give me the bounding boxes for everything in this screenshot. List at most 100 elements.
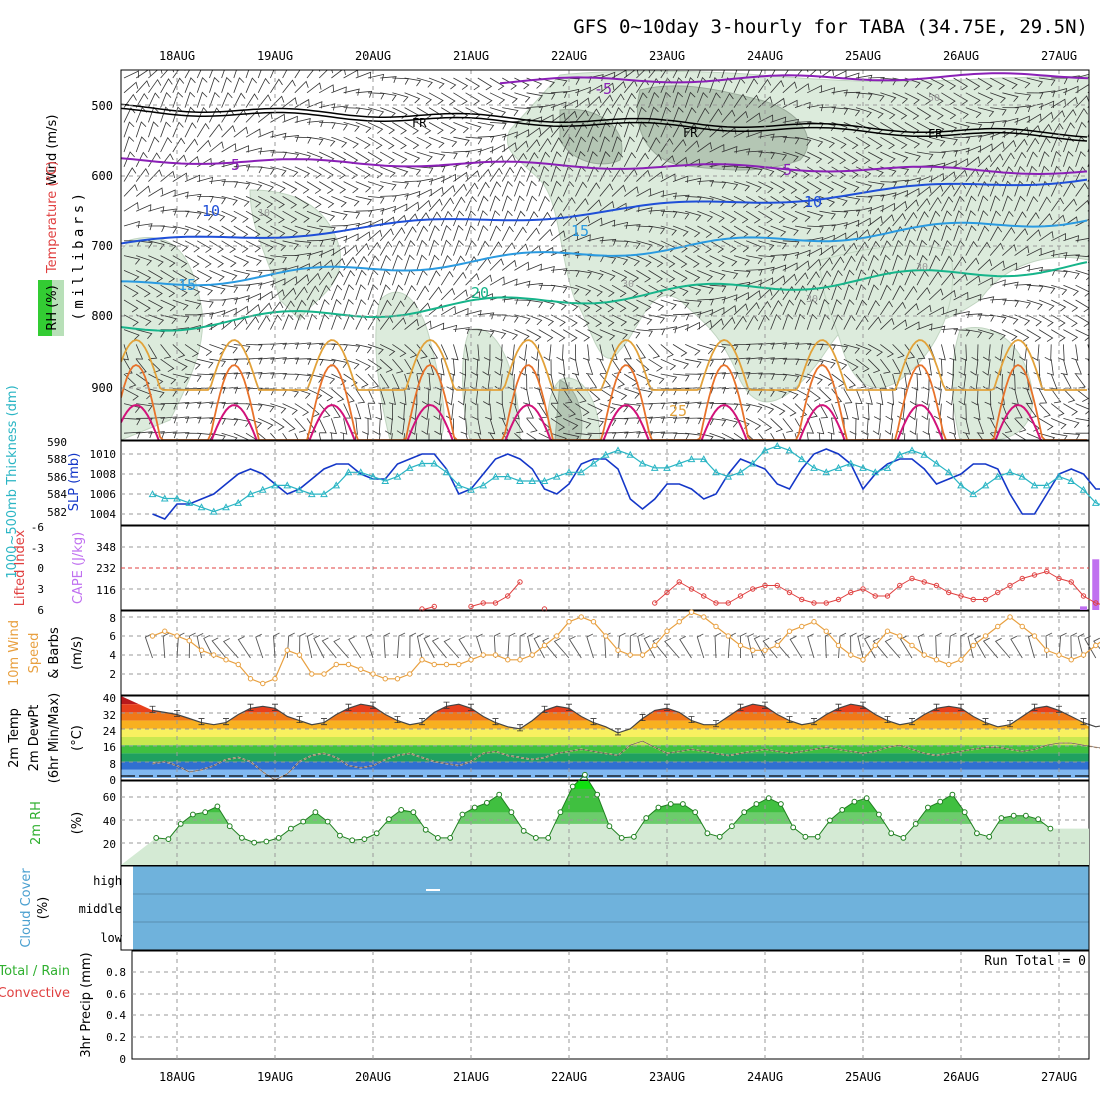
upper-barb-1646: [672, 373, 690, 382]
rh-point-67: [974, 830, 980, 837]
upper-barb-520: [599, 151, 611, 167]
upper-barb-1652: [746, 372, 763, 380]
upper-barb-1191: [977, 277, 993, 286]
upper-barb-1800: [599, 403, 616, 414]
upper-barb-108: [453, 92, 468, 106]
upper-barb-1757: [1050, 388, 1062, 404]
lifted-point-28: [492, 600, 499, 606]
rh-point-12: [300, 818, 307, 825]
upper-barb-1825: [897, 403, 906, 421]
upper-barb-1656: [794, 373, 812, 384]
upper-barb-267: [441, 122, 457, 134]
upper-barb-1073: [514, 261, 530, 271]
upper-barb-889: [221, 240, 237, 254]
upper-barb-1620: [355, 373, 369, 388]
upper-barb-1786: [421, 403, 430, 421]
upper-barb-1022: [867, 240, 881, 256]
upper-barb-113: [514, 92, 531, 103]
upper-barb-1884: [648, 416, 666, 424]
upper-barb-1354: [1014, 314, 1031, 326]
upper-barb-256: [306, 120, 324, 128]
wind-point-53: [799, 623, 805, 630]
upper-barb-1017: [807, 247, 822, 256]
thickness-point-74: [1055, 472, 1063, 480]
upper-barb-1265: [904, 285, 918, 301]
upper-barb-688: [697, 196, 714, 205]
upper-barb-24: [404, 77, 422, 87]
upper-barb-497: [318, 166, 334, 179]
upper-barb-906: [428, 225, 440, 241]
rh-point-34: [569, 783, 576, 790]
upper-barb-1295: [294, 299, 307, 315]
upper-barb-901: [367, 229, 383, 242]
upper-barb-850: [721, 225, 737, 239]
upper-barb-1418: [819, 313, 830, 330]
upper-barb-100: [355, 90, 373, 98]
wind-barb-25: [443, 638, 460, 659]
upper-barb-627: [929, 173, 944, 182]
upper-label-wind: Wind (m/s): [45, 115, 60, 186]
temp-range-32: [541, 705, 548, 713]
upper-barb-75: [1026, 77, 1044, 88]
temp-range-46: [713, 720, 719, 728]
upper-barb-1158: [575, 284, 592, 296]
wind-barb-34: [553, 637, 570, 659]
upper-barb-1224: [404, 284, 417, 301]
upper-barb-1216: [306, 285, 320, 301]
upper-barb-781: [855, 207, 873, 215]
upper-barb-1320: [599, 314, 615, 327]
upper-barb-1879: [587, 418, 605, 428]
upper-barb-1958: [575, 432, 592, 440]
temp-range-36: [590, 718, 597, 726]
temp-label-3-wrap: (6hr Min/Max): [47, 693, 62, 783]
upper-barb-191: [489, 107, 507, 118]
upper-barb-611: [733, 181, 751, 192]
upper-barb-219: [831, 107, 849, 115]
upper-barb-1102: [867, 254, 879, 271]
upper-barb-89: [221, 76, 232, 93]
precip-panel-frame: [131, 950, 1090, 1060]
upper-barb-1422: [867, 316, 882, 330]
upper-barb-635: [1026, 165, 1037, 182]
upper-barb-596: [550, 165, 562, 182]
lifted-point-49: [750, 586, 756, 592]
upper-barb-460: [843, 151, 859, 165]
upper-barb-198: [575, 97, 590, 108]
thickness-point-50: [761, 446, 769, 454]
upper-barb-1767: [197, 401, 214, 409]
upper-barb-1812: [746, 403, 763, 413]
wind-barb-1: [162, 632, 170, 659]
lifted-point-77: [1093, 600, 1099, 606]
upper-barb-1863: [384, 418, 393, 435]
lifted-point-71: [1019, 575, 1025, 582]
rh-point-32: [545, 835, 552, 841]
wind-point-74: [1056, 652, 1062, 658]
upper-barb-1933: [270, 432, 278, 440]
upper-barb-1700: [355, 388, 366, 404]
upper-barb-407: [196, 139, 211, 153]
upper-barb-1033: [1002, 244, 1017, 256]
lifted-point-65: [946, 589, 952, 596]
upper-barb-960: [1087, 240, 1089, 242]
upper-barb-826: [428, 211, 442, 227]
upper-barb-1428: [941, 327, 959, 335]
upper-barb-345: [416, 136, 432, 149]
upper-barb-1856: [306, 418, 317, 434]
upper-barb-1540: [355, 358, 371, 371]
upper-barb-1913: [1002, 418, 1013, 433]
temp-label-4-wrap: (°C): [70, 725, 85, 751]
upper-barb-1362: [136, 329, 153, 339]
upper-barb-1350: [965, 313, 983, 321]
upper-barb-54: [770, 70, 776, 79]
rh-label-swatch-light: [52, 280, 64, 336]
upper-barb-615: [782, 181, 798, 194]
upper-barb-589: [465, 170, 480, 182]
upper-barb-1513: [994, 344, 1003, 361]
lifted-point-30: [517, 579, 523, 585]
upper-barb-1874: [526, 418, 538, 433]
upper-barb-790: [965, 195, 977, 212]
upper-barb-1460: [355, 344, 373, 354]
upper-barb-1357: [1050, 314, 1066, 328]
upper-barb-1543: [392, 358, 404, 374]
upper-barb-652: [258, 196, 274, 209]
